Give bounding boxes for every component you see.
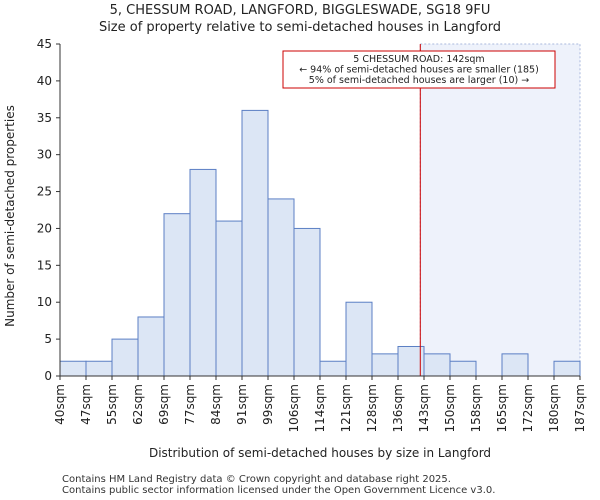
x-tick-label: 55sqm — [105, 384, 119, 425]
y-tick-label: 10 — [37, 295, 52, 309]
y-tick-label: 25 — [37, 185, 52, 199]
histogram-bar — [215, 220, 243, 377]
x-tick-label: 165sqm — [495, 384, 509, 432]
histogram-bar — [189, 168, 217, 377]
histogram-bar — [345, 301, 373, 377]
x-tick-label: 121sqm — [339, 384, 353, 432]
y-tick-label: 20 — [37, 221, 52, 235]
x-tick-label: 172sqm — [521, 384, 535, 432]
histogram-bar — [85, 360, 113, 377]
x-tick-label: 99sqm — [261, 384, 275, 425]
histogram-bar — [423, 353, 451, 377]
y-tick-label: 35 — [37, 111, 52, 125]
x-tick-label: 136sqm — [391, 384, 405, 432]
y-tick-label: 15 — [37, 258, 52, 272]
y-tick-label: 5 — [44, 332, 52, 346]
histogram-bar — [397, 345, 425, 377]
histogram-bar — [293, 227, 321, 377]
footer-licence: Contains public sector information licen… — [62, 485, 496, 496]
x-tick-label: 114sqm — [313, 384, 327, 432]
chart-title: 5, CHESSUM ROAD, LANGFORD, BIGGLESWADE, … — [109, 3, 491, 18]
annotation-line-1: 5 CHESSUM ROAD: 142sqm — [353, 54, 484, 65]
x-tick-label: 62sqm — [131, 384, 145, 425]
x-tick-label: 158sqm — [469, 384, 483, 432]
x-tick-label: 143sqm — [417, 384, 431, 432]
histogram-bar — [319, 360, 347, 377]
y-tick-label: 0 — [44, 369, 52, 383]
histogram-bar — [111, 338, 139, 377]
x-tick-label: 69sqm — [157, 384, 171, 425]
footer-copyright: Contains HM Land Registry data © Crown c… — [62, 474, 451, 485]
annotation-line-2: ← 94% of semi-detached houses are smalle… — [299, 65, 539, 76]
y-tick-label: 40 — [37, 74, 52, 88]
histogram-bar — [553, 360, 581, 377]
chart-subtitle: Size of property relative to semi-detach… — [98, 20, 502, 35]
annotation-box — [282, 50, 556, 89]
x-tick-label: 187sqm — [573, 384, 587, 432]
x-tick-label: 91sqm — [235, 384, 249, 425]
histogram-bar — [241, 109, 269, 377]
x-tick-label: 128sqm — [365, 384, 379, 432]
x-tick-label: 77sqm — [183, 384, 197, 425]
larger-region-shade — [420, 44, 580, 376]
x-tick-label: 40sqm — [53, 384, 67, 425]
y-axis-title: Number of semi-detached properties — [3, 105, 17, 327]
histogram-bar — [59, 360, 87, 377]
x-tick-label: 84sqm — [209, 384, 223, 425]
histogram-bar — [137, 316, 165, 377]
histogram-bar — [371, 353, 399, 377]
x-tick-label: 180sqm — [547, 384, 561, 432]
x-tick-label: 150sqm — [443, 384, 457, 432]
x-tick-label: 106sqm — [287, 384, 301, 432]
annotation-line-3: 5% of semi-detached houses are larger (1… — [309, 75, 529, 86]
histogram-bar — [163, 213, 191, 377]
histogram-bar — [449, 360, 477, 377]
histogram-bar — [267, 198, 295, 377]
histogram-bar — [501, 353, 529, 377]
x-axis-title: Distribution of semi-detached houses by … — [149, 446, 491, 460]
y-tick-label: 45 — [37, 37, 52, 51]
x-tick-label: 47sqm — [79, 384, 93, 425]
y-tick-label: 30 — [37, 148, 52, 162]
